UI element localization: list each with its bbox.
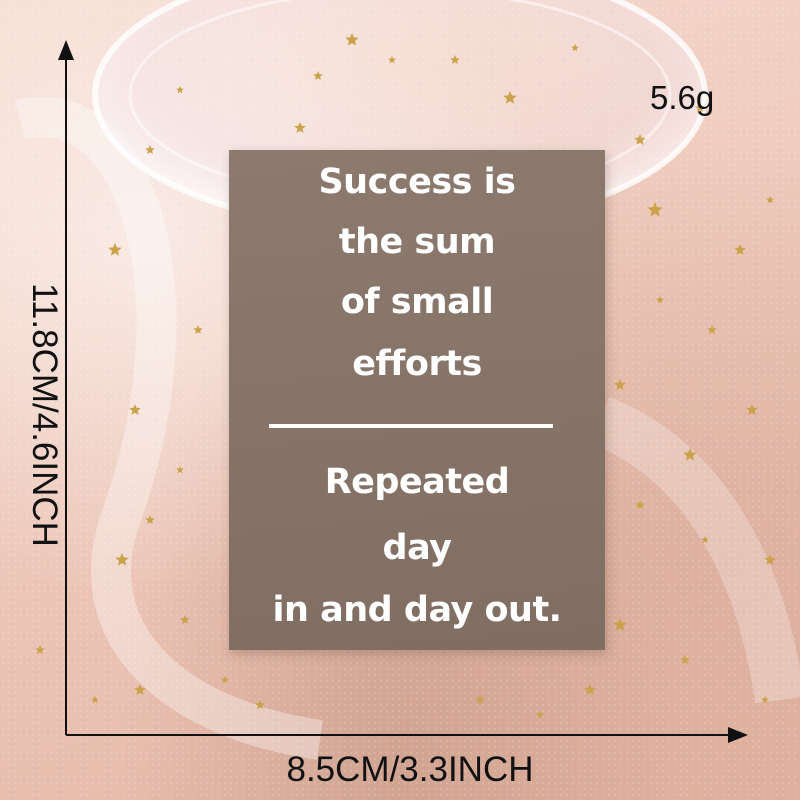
star-icon — [584, 684, 596, 695]
star-icon — [761, 696, 769, 704]
star-icon — [145, 515, 155, 524]
patch-divider — [269, 424, 553, 428]
star-icon — [176, 466, 184, 474]
arrow-right-icon — [728, 727, 748, 743]
star-icon — [294, 122, 306, 133]
star-icon — [734, 244, 746, 255]
star-icon — [571, 44, 579, 52]
patch-text-line: Repeated — [324, 462, 510, 502]
star-icon — [108, 243, 122, 256]
star-icon — [634, 134, 646, 145]
star-icon — [313, 71, 323, 80]
star-icon — [35, 645, 45, 654]
star-icon — [129, 404, 141, 415]
star-icon — [536, 711, 544, 719]
star-icon — [388, 56, 396, 64]
star-icon — [701, 536, 709, 544]
star-icon — [766, 196, 774, 204]
star-icon — [134, 684, 146, 695]
star-icon — [614, 379, 626, 390]
star-icon — [145, 145, 155, 154]
arrow-up-icon — [58, 40, 74, 60]
star-icon — [345, 33, 359, 46]
width-label: 8.5CM/3.3INCH — [286, 750, 534, 789]
star-icon — [503, 91, 517, 104]
motivational-patch: Success is the sum of small efforts Repe… — [229, 150, 605, 650]
patch-text-line: day — [382, 528, 452, 568]
star-icon — [91, 696, 99, 704]
star-icon — [680, 655, 690, 664]
star-icon — [176, 86, 184, 94]
star-icon — [115, 553, 129, 566]
star-icon — [475, 695, 485, 704]
star-icon — [180, 615, 190, 624]
star-icon — [221, 676, 229, 684]
star-icon — [746, 404, 758, 415]
patch-text-line: of small — [340, 282, 494, 322]
patch-text-line: the sum — [338, 222, 496, 262]
star-icon — [647, 202, 663, 217]
star-icon — [683, 448, 697, 461]
star-icon — [193, 325, 203, 334]
patch-text-line: in and day out. — [272, 590, 562, 630]
star-icon — [635, 500, 645, 509]
star-icon — [613, 618, 627, 631]
star-icon — [656, 296, 664, 304]
star-decor — [35, 33, 776, 719]
star-icon — [450, 55, 460, 64]
star-icon — [707, 325, 717, 334]
weight-label: 5.6g — [650, 79, 715, 116]
height-label: 11.8CM/4.6INCH — [25, 283, 64, 547]
star-icon — [695, 103, 705, 112]
star-icon — [255, 700, 265, 709]
star-icon — [764, 554, 776, 565]
patch-text-line: Success is — [318, 162, 516, 202]
patch-text-line: efforts — [352, 344, 482, 384]
